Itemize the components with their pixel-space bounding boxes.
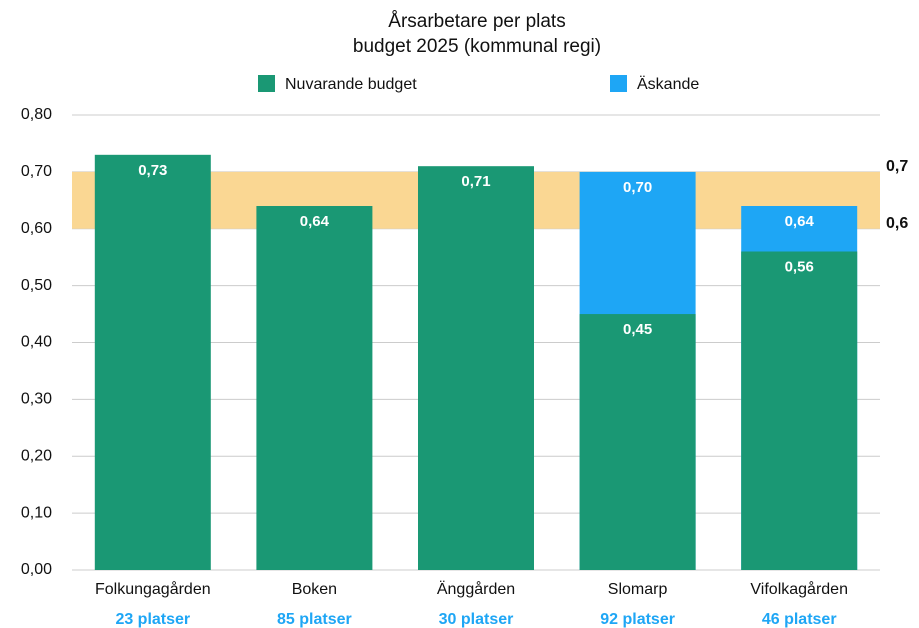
legend-label: Äskande bbox=[637, 75, 699, 93]
legend-swatch bbox=[258, 75, 275, 92]
y-tick-label: 0,10 bbox=[21, 504, 52, 521]
category-note: 46 platser bbox=[762, 611, 837, 628]
y-tick-label: 0,80 bbox=[21, 106, 52, 123]
x-tick-label: Boken bbox=[292, 581, 337, 598]
bar bbox=[579, 314, 696, 570]
reference-label: 0,6 bbox=[886, 215, 908, 232]
value-label: 0,70 bbox=[623, 179, 652, 196]
bar bbox=[741, 251, 858, 570]
x-tick-label: Änggården bbox=[437, 580, 515, 598]
value-label: 0,73 bbox=[138, 162, 167, 179]
category-note: 23 platser bbox=[115, 611, 190, 628]
bar bbox=[256, 206, 373, 570]
legend-swatch bbox=[610, 75, 627, 92]
category-note: 30 platser bbox=[439, 611, 514, 628]
bar bbox=[94, 154, 211, 570]
chart-subtitle: budget 2025 (kommunal regi) bbox=[353, 36, 601, 57]
value-label: 0,64 bbox=[785, 213, 815, 230]
y-tick-label: 0,60 bbox=[21, 220, 52, 237]
y-tick-label: 0,20 bbox=[21, 447, 52, 464]
y-tick-label: 0,50 bbox=[21, 277, 52, 294]
x-tick-label: Slomarp bbox=[608, 581, 668, 598]
reference-label: 0,7 bbox=[886, 158, 908, 175]
value-label: 0,71 bbox=[461, 173, 490, 190]
category-note: 85 platser bbox=[277, 611, 352, 628]
chart-title: Årsarbetare per plats bbox=[388, 11, 565, 32]
y-tick-label: 0,00 bbox=[21, 561, 52, 578]
value-label: 0,45 bbox=[623, 321, 652, 338]
category-note: 92 platser bbox=[600, 611, 675, 628]
value-label: 0,64 bbox=[300, 213, 330, 230]
x-tick-label: Vifolkagården bbox=[750, 580, 848, 598]
bar bbox=[418, 166, 534, 570]
value-label: 0,56 bbox=[785, 258, 814, 275]
y-tick-label: 0,70 bbox=[21, 163, 52, 180]
y-tick-label: 0,30 bbox=[21, 391, 52, 408]
legend-label: Nuvarande budget bbox=[285, 76, 417, 93]
x-tick-label: Folkungagården bbox=[95, 580, 211, 598]
y-tick-label: 0,40 bbox=[21, 334, 52, 351]
